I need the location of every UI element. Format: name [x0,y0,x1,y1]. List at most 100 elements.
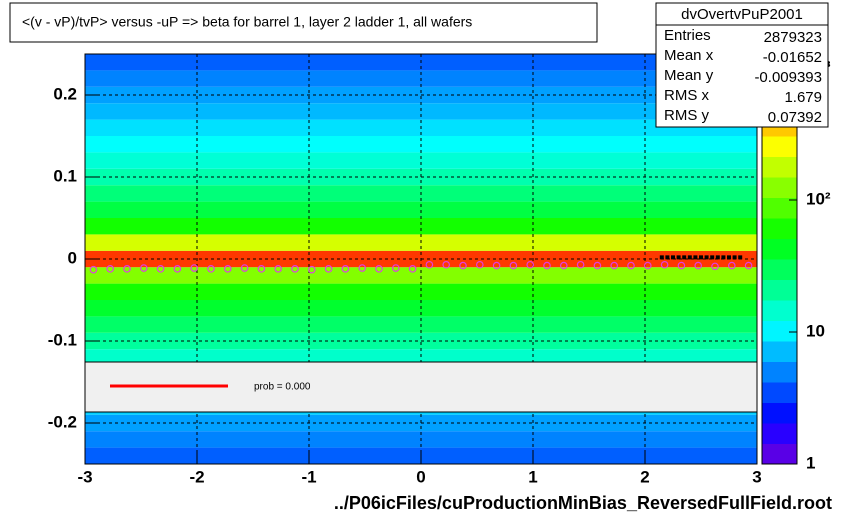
stats-value: -0.01652 [763,49,822,66]
profile-point [699,255,703,260]
profile-point [140,264,148,272]
z-tick-label: 10 [806,321,825,340]
color-scale-step [762,361,797,383]
profile-point [224,265,232,273]
heatmap-cell [85,283,757,300]
profile-point [307,265,316,274]
x-tick-label: 0 [416,467,425,486]
stats-value: 2879323 [764,29,822,46]
profile-point [671,255,675,260]
profile-point [173,265,182,273]
y-tick-label: -0.1 [48,330,77,349]
profile-point [682,255,687,260]
color-scale-step [762,136,797,157]
stats-label: Mean y [664,67,714,84]
y-tick-label: 0.1 [53,166,77,185]
profile-point [408,265,417,273]
x-tick-label: -2 [189,467,204,486]
profile-point [291,265,299,273]
stats-box [655,2,829,128]
heatmap-cell [85,218,757,235]
profile-point [324,265,333,273]
profile-point [156,265,165,273]
x-tick-label: 3 [752,467,761,486]
profile-point [274,265,283,273]
z-tick-label: 1 [806,453,815,472]
profile-point [257,265,266,273]
color-scale-step [762,443,797,465]
stats-value: -0.009393 [754,69,822,86]
profile-point [123,265,131,273]
legend-box [84,361,758,413]
profile-point [358,264,367,272]
color-scale-step [762,382,797,403]
profile-point [727,255,731,260]
x-tick-label: -1 [301,467,316,486]
profile-point [492,261,501,270]
y-tick-label: -0.2 [48,412,77,431]
profile-point [732,255,737,260]
heatmap-cell [85,201,757,218]
profile-point [710,255,715,260]
profile-point [659,255,664,260]
profile-point [693,255,698,260]
stats-label: Mean x [664,47,714,64]
profile-point [738,255,743,260]
profile-point [715,255,720,260]
profile-point [593,261,602,270]
profile-point [240,264,249,272]
profile-point [190,264,199,272]
profile-point [475,260,484,269]
profile-point [643,261,652,270]
heatmap-cell [85,152,757,169]
z-tick-label: 10² [806,189,831,208]
profile-point [576,260,585,269]
profile-point [375,265,383,273]
profile-point [341,265,350,273]
profile-point [627,261,635,270]
stats-value: 1.679 [784,89,822,106]
profile-point [687,255,692,260]
profile-point [442,260,451,269]
color-scale-step [762,320,797,342]
profile-point [106,265,115,273]
color-scale-step [762,341,797,362]
profile-point [89,265,98,274]
profile-point [207,265,215,273]
profile-point [694,261,703,270]
stats-title: dvOvertvPuP2001 [681,6,803,23]
chart-title: <(v - vP)/tvP> versus -uP => beta for ba… [22,14,472,30]
profile-point [665,255,670,260]
profile-point [676,255,681,260]
profile-point [677,261,686,270]
profile-point [744,261,753,270]
y-tick-label: 0 [68,248,77,267]
legend-text: prob = 0.000 [254,382,311,393]
y-tick-label: 0.2 [53,84,77,103]
profile-point [509,261,518,270]
profile-point [526,260,535,269]
color-scale-step [762,197,797,219]
profile-point [721,255,726,260]
stats-label: Entries [664,27,711,44]
profile-point [610,261,619,270]
color-scale-step [762,300,797,321]
heatmap-cell [85,103,757,120]
x-tick-label: -3 [77,467,92,486]
title-box [9,2,598,43]
profile-point [543,261,551,270]
color-scale-step [762,177,797,198]
x-axis-label: ../P06icFiles/cuProductionMinBias_Revers… [334,493,832,513]
stats-value: 0.07392 [768,109,822,126]
color-scale-step [762,259,797,280]
color-scale-step [762,402,797,424]
x-tick-label: 2 [640,467,649,486]
profile-point [727,261,736,270]
profile-point [704,255,709,260]
profile-point [660,260,669,269]
profile-point [391,264,400,272]
profile-point [711,262,719,271]
color-scale-step [762,279,797,301]
profile-point [559,261,568,270]
